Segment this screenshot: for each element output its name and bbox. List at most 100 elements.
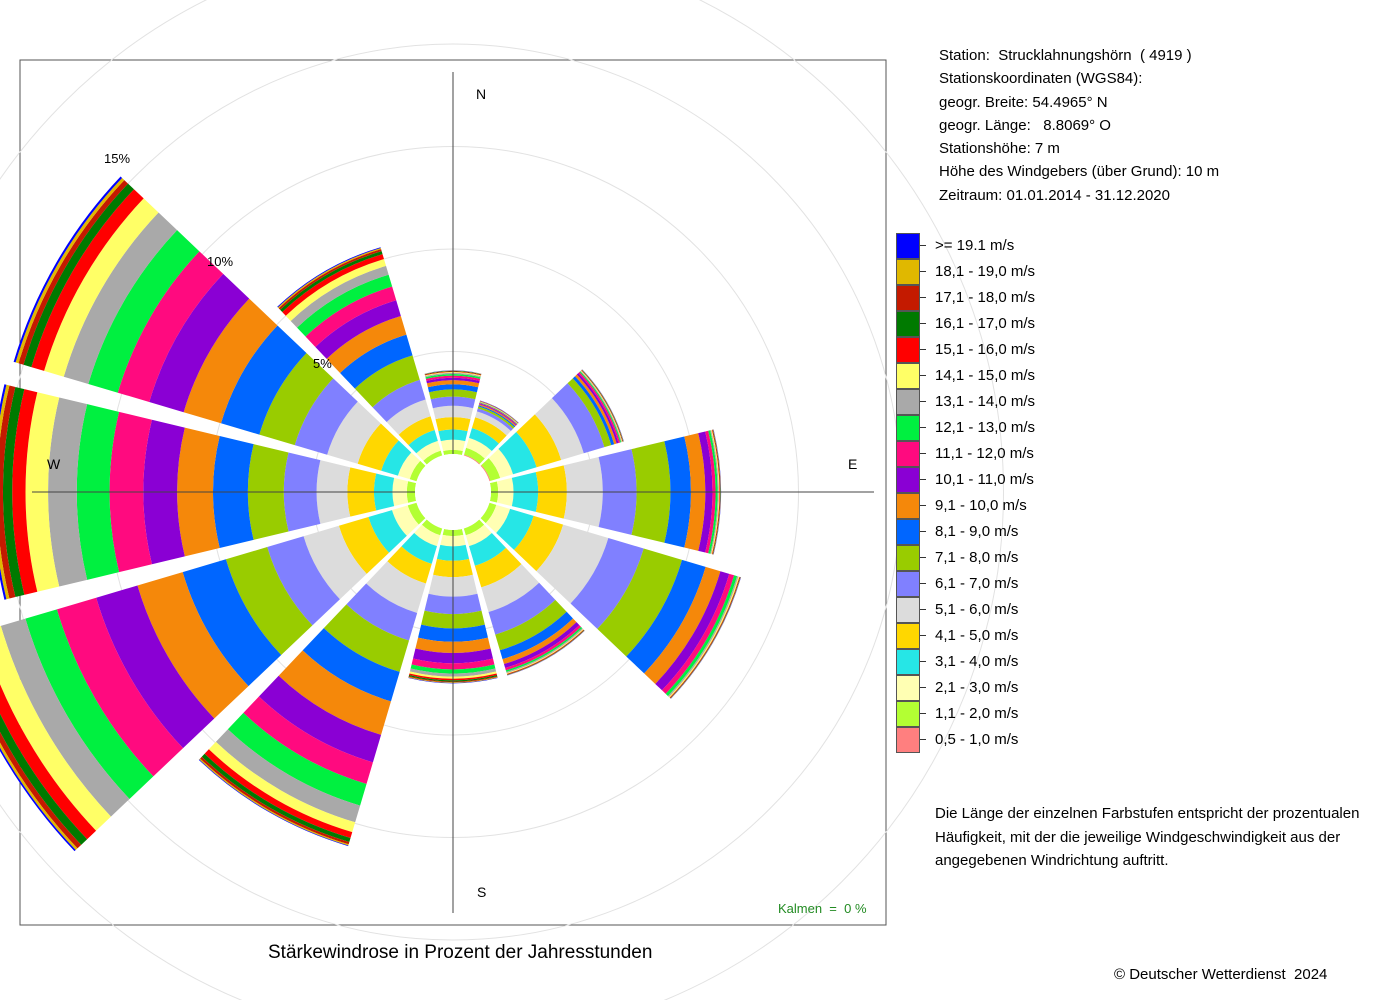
segment-330-11 <box>305 286 397 347</box>
legend-label: 0,5 - 1,0 m/s <box>935 731 1019 748</box>
ring-label-15: 15% <box>104 151 130 166</box>
segment-240-12 <box>25 609 154 799</box>
segment-240-8 <box>182 559 282 687</box>
segment-300-8 <box>220 325 307 435</box>
segment-210-13 <box>215 729 361 823</box>
segment-180-12 <box>410 664 496 674</box>
segment-120-3 <box>496 508 534 550</box>
station-info: Station: Strucklahnungshörn ( 4919 ) Sta… <box>939 44 1219 207</box>
segment-120-11 <box>661 573 735 694</box>
segment-210-5 <box>366 561 426 613</box>
segment-300-1 <box>409 460 426 482</box>
segment-180-14 <box>409 671 497 679</box>
segment-30-6 <box>476 408 514 431</box>
segment-330-9 <box>326 316 407 373</box>
segment-180-18 <box>408 677 498 683</box>
time-period: Zeitraum: 01.01.2014 - 31.12.2020 <box>939 186 1170 204</box>
segment-150-1 <box>463 519 485 536</box>
segment-240-4 <box>338 517 389 574</box>
segment-240-13 <box>0 618 130 817</box>
legend-swatch <box>896 259 920 285</box>
segment-120-7 <box>597 548 683 657</box>
segment-300-15 <box>31 189 144 371</box>
segment-180-19 <box>408 677 498 684</box>
legend-label: 18,1 - 19,0 m/s <box>935 263 1036 280</box>
segment-180-17 <box>408 676 498 683</box>
segment-120-9 <box>644 566 721 684</box>
legend-label: 5,1 - 6,0 m/s <box>935 601 1019 618</box>
legend-tick <box>920 401 926 402</box>
segment-210-10 <box>258 675 382 763</box>
segment-330-4 <box>398 416 435 446</box>
segment-120-4 <box>514 515 564 572</box>
coords-title: Stationskoordinaten (WGS84): <box>939 70 1143 88</box>
calm-label: Kalmen = 0 % <box>778 901 867 916</box>
segment-150-10 <box>503 622 580 668</box>
segment-90-17 <box>713 429 721 555</box>
segment-240-14 <box>0 625 111 831</box>
direction-label-s: S <box>477 884 486 900</box>
legend-label: 16,1 - 17,0 m/s <box>935 315 1036 332</box>
segment-150-6 <box>488 582 556 635</box>
segment-330-2 <box>416 440 441 461</box>
segment-210-2 <box>414 524 441 547</box>
segment-150-4 <box>474 547 522 588</box>
segment-180-13 <box>409 668 497 677</box>
segment-210-4 <box>387 546 432 584</box>
legend-label: 15,1 - 16,0 m/s <box>935 341 1036 358</box>
segment-270-17 <box>0 385 16 599</box>
segment-240-9 <box>137 572 249 719</box>
legend-tick <box>920 323 926 324</box>
segment-330-5 <box>386 399 431 435</box>
segment-330-16 <box>280 251 383 313</box>
segment-240-16 <box>0 713 88 845</box>
copyright: © Deutscher Wetterdienst 2024 <box>1114 966 1328 983</box>
legend-swatch <box>896 493 920 519</box>
segment-300-4 <box>357 423 399 471</box>
legend-swatch <box>896 363 920 389</box>
segment-30-8 <box>478 405 516 428</box>
legend-tick <box>920 739 926 740</box>
longitude: geogr. Länge: 8.8069° O <box>939 116 1111 134</box>
segment-30-0 <box>463 454 480 465</box>
segment-330-8 <box>340 334 413 389</box>
legend-label: 2,1 - 3,0 m/s <box>935 679 1019 696</box>
segment-300-13 <box>63 212 178 384</box>
segment-180-15 <box>409 673 497 681</box>
legend-label: >= 19.1 m/s <box>935 237 1015 254</box>
segment-150-3 <box>469 532 506 566</box>
sector-330 <box>277 247 443 465</box>
legend-swatch <box>896 337 920 363</box>
segment-60-7 <box>567 378 612 448</box>
legend-tick <box>920 713 926 714</box>
legend-tick <box>920 453 926 454</box>
segment-90-12 <box>708 430 718 554</box>
legend-swatch <box>896 389 920 415</box>
segment-240-3 <box>368 510 407 553</box>
segment-210-1 <box>421 519 443 536</box>
segment-60-6 <box>551 383 605 454</box>
legend-tick <box>920 297 926 298</box>
legend-label: 13,1 - 14,0 m/s <box>935 393 1036 410</box>
legend-tick <box>920 531 926 532</box>
station-name: Station: Strucklahnungshörn ( 4919 ) <box>939 47 1192 64</box>
station-elevation: Stationshöhe: 7 m <box>939 140 1060 158</box>
legend-tick <box>920 427 926 428</box>
segment-210-7 <box>323 604 410 672</box>
sector-150 <box>463 519 585 676</box>
segment-0-13 <box>425 372 481 378</box>
segment-330-6 <box>372 379 426 423</box>
legend-swatch <box>896 571 920 597</box>
legend-label: 12,1 - 13,0 m/s <box>935 419 1036 436</box>
sector-30 <box>463 400 519 465</box>
legend-label: 10,1 - 11,0 m/s <box>935 471 1034 488</box>
legend-label: 4,1 - 5,0 m/s <box>935 627 1019 644</box>
legend-swatch <box>896 675 920 701</box>
segment-120-6 <box>570 538 644 629</box>
segment-30-1 <box>464 447 485 464</box>
legend-tick <box>920 609 926 610</box>
segment-210-14 <box>208 741 356 833</box>
segment-240-1 <box>407 502 426 525</box>
legend-label: 17,1 - 18,0 m/s <box>935 289 1036 306</box>
